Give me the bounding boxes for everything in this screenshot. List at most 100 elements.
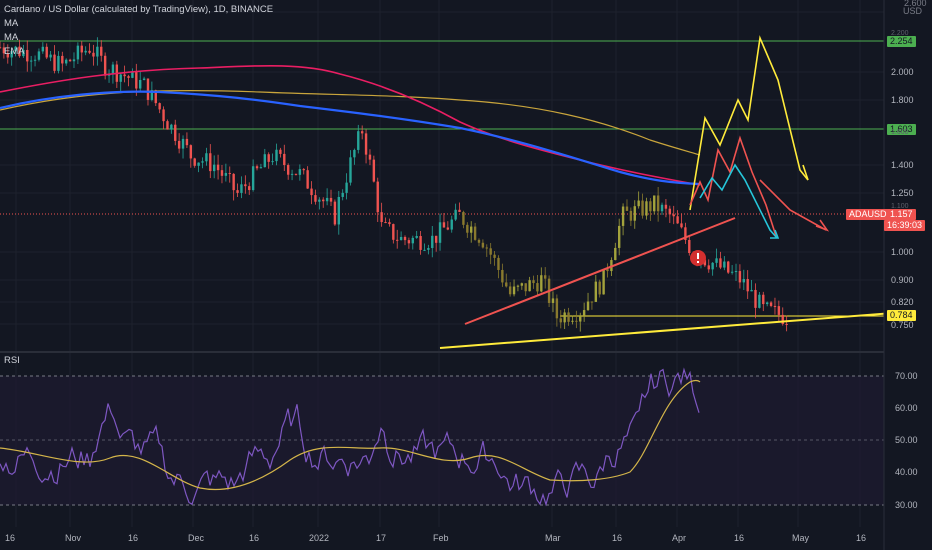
candle-body[interactable]: [536, 283, 539, 292]
candle-body[interactable]: [103, 55, 107, 76]
candle-body[interactable]: [127, 76, 130, 78]
candle-body[interactable]: [290, 173, 294, 175]
candle-body[interactable]: [372, 159, 376, 182]
candle-body[interactable]: [653, 195, 656, 212]
candle-body[interactable]: [380, 212, 383, 223]
candle-body[interactable]: [392, 224, 395, 240]
candle-body[interactable]: [80, 45, 83, 53]
candle-body[interactable]: [637, 200, 640, 207]
candle-body[interactable]: [368, 154, 372, 160]
candle-body[interactable]: [384, 222, 387, 224]
candle-body[interactable]: [26, 49, 29, 62]
candle-body[interactable]: [177, 140, 181, 149]
candle-body[interactable]: [684, 227, 687, 240]
candle-body[interactable]: [123, 74, 126, 77]
candle-body[interactable]: [119, 74, 122, 82]
support-trendline[interactable]: [439, 309, 932, 349]
level-tag-upper[interactable]: 2.254: [887, 36, 916, 47]
candle-body[interactable]: [454, 209, 457, 220]
candle-body[interactable]: [337, 196, 341, 225]
candle-body[interactable]: [485, 247, 488, 249]
candle-body[interactable]: [446, 227, 450, 230]
candle-body[interactable]: [462, 211, 465, 225]
candle-body[interactable]: [37, 51, 41, 60]
candle-body[interactable]: [318, 199, 321, 202]
candle-body[interactable]: [415, 236, 418, 238]
candle-body[interactable]: [540, 275, 543, 292]
candle-body[interactable]: [294, 173, 298, 175]
candle-body[interactable]: [543, 275, 547, 279]
candle-body[interactable]: [758, 294, 761, 308]
candle-body[interactable]: [501, 269, 504, 283]
candle-body[interactable]: [228, 173, 231, 175]
candle-body[interactable]: [158, 103, 161, 110]
candle-body[interactable]: [660, 204, 664, 212]
candle-body[interactable]: [286, 165, 290, 175]
candle-body[interactable]: [512, 286, 516, 295]
candle-body[interactable]: [470, 226, 473, 233]
candle-body[interactable]: [100, 46, 103, 56]
candle-body[interactable]: [590, 301, 594, 303]
candle-body[interactable]: [10, 51, 13, 58]
candle-body[interactable]: [29, 60, 33, 62]
candle-body[interactable]: [458, 209, 461, 212]
candle-body[interactable]: [329, 197, 333, 202]
candle-body[interactable]: [594, 281, 598, 302]
candle-body[interactable]: [259, 167, 263, 169]
candle-body[interactable]: [579, 315, 582, 322]
candle-body[interactable]: [707, 265, 710, 270]
candle-body[interactable]: [76, 45, 80, 60]
candle-body[interactable]: [586, 301, 590, 311]
candle-body[interactable]: [419, 236, 422, 250]
candle-body[interactable]: [427, 248, 430, 250]
candle-body[interactable]: [477, 239, 481, 243]
candle-body[interactable]: [781, 314, 784, 324]
indicator-ma-1[interactable]: MA: [4, 18, 19, 29]
candle-body[interactable]: [481, 242, 485, 248]
candle-body[interactable]: [703, 259, 707, 266]
candle-body[interactable]: [738, 271, 742, 283]
candle-body[interactable]: [582, 310, 586, 316]
candle-body[interactable]: [88, 50, 91, 53]
candle-body[interactable]: [283, 153, 286, 166]
candle-body[interactable]: [411, 237, 414, 244]
candle-body[interactable]: [333, 201, 337, 225]
candle-body[interactable]: [61, 55, 64, 64]
candle-body[interactable]: [466, 224, 469, 233]
candle-body[interactable]: [302, 169, 305, 171]
wave-path-yellow[interactable]: [689, 35, 809, 211]
candle-body[interactable]: [598, 281, 601, 295]
candle-body[interactable]: [727, 261, 730, 273]
rsi-label[interactable]: RSI: [4, 355, 20, 366]
candle-body[interactable]: [551, 298, 555, 303]
candle-body[interactable]: [676, 216, 679, 224]
candle-body[interactable]: [96, 46, 99, 57]
chart-title[interactable]: Cardano / US Dollar (calculated by Tradi…: [4, 4, 274, 15]
candle-body[interactable]: [508, 286, 512, 295]
candle-body[interactable]: [555, 298, 559, 319]
candle-body[interactable]: [341, 192, 344, 197]
candle-body[interactable]: [357, 131, 360, 150]
candle-body[interactable]: [664, 204, 668, 209]
candle-body[interactable]: [505, 282, 508, 287]
candle-body[interactable]: [649, 201, 652, 212]
candle-body[interactable]: [236, 190, 239, 193]
candle-body[interactable]: [360, 131, 364, 134]
candle-body[interactable]: [407, 240, 411, 244]
candle-body[interactable]: [528, 280, 531, 292]
candle-body[interactable]: [765, 302, 769, 305]
candle-body[interactable]: [275, 149, 278, 162]
level-tag-lower[interactable]: 0.784: [887, 310, 916, 321]
candle-body[interactable]: [602, 269, 605, 295]
candle-body[interactable]: [193, 158, 196, 166]
candle-body[interactable]: [111, 64, 115, 74]
candle-body[interactable]: [220, 170, 224, 176]
candle-body[interactable]: [633, 206, 636, 221]
candle-body[interactable]: [773, 305, 777, 307]
candle-body[interactable]: [53, 54, 56, 71]
candle-body[interactable]: [41, 46, 45, 52]
candle-body[interactable]: [376, 181, 379, 213]
candle-body[interactable]: [142, 78, 146, 80]
candle-body[interactable]: [403, 236, 407, 241]
candle-body[interactable]: [563, 312, 566, 323]
